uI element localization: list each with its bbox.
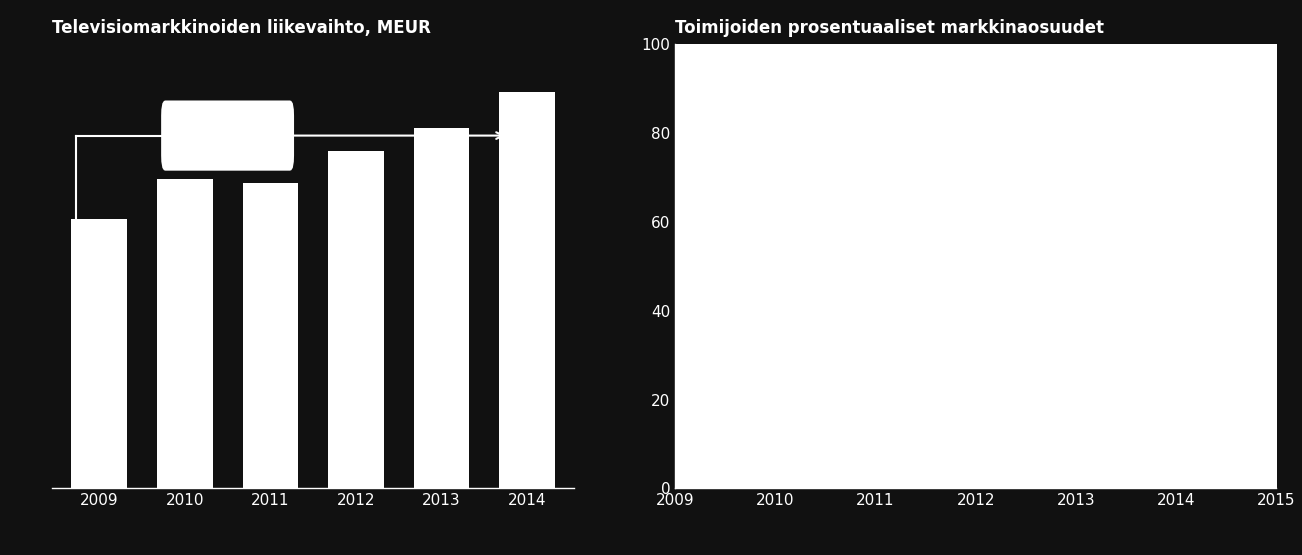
Text: Toimijoiden prosentuaaliset markkinaosuudet: Toimijoiden prosentuaaliset markkinaosuu…	[676, 19, 1104, 37]
Bar	[500, 92, 555, 488]
Bar	[72, 219, 128, 488]
FancyBboxPatch shape	[163, 102, 293, 169]
Text: Televisiomarkkinoiden liikevaihto, MEUR: Televisiomarkkinoiden liikevaihto, MEUR	[52, 19, 431, 37]
Bar	[414, 128, 470, 488]
Bar	[328, 152, 384, 488]
Bar	[158, 179, 212, 488]
Bar	[242, 183, 298, 488]
